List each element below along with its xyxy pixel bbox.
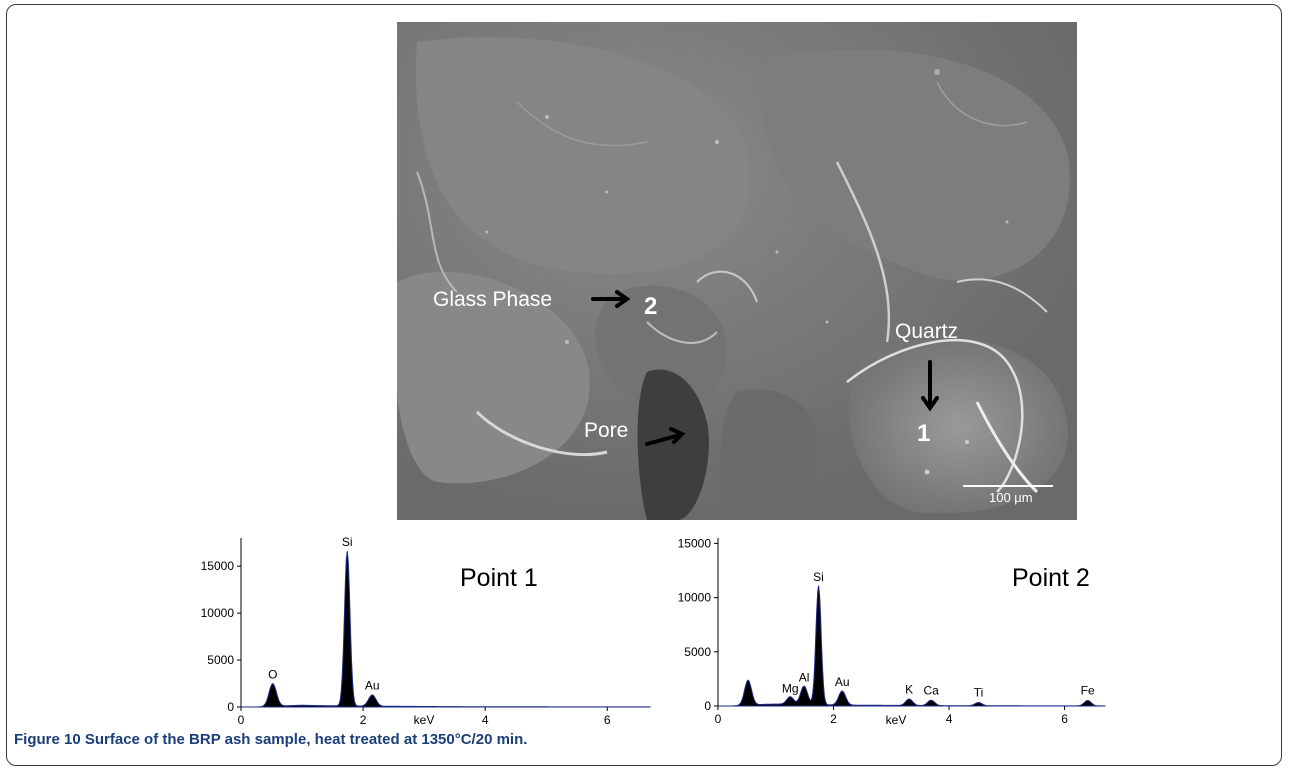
y-tick-label: 0 <box>227 700 234 714</box>
spectrum-curve <box>718 585 1106 707</box>
spectrum-curve <box>241 551 651 708</box>
y-tick-label: 5000 <box>684 645 711 659</box>
x-axis-label: keV <box>886 713 907 727</box>
eds-spectrum-point-1: 0 5000 10000 15000 0 2 4 6 O Si Au Point 1 keV <box>201 535 651 727</box>
point-1-marker: 1 <box>917 420 931 447</box>
x-tick-label: 4 <box>482 713 489 727</box>
figure-label: Figure 10 <box>14 731 81 748</box>
peak-label-ca: Ca <box>923 684 939 698</box>
figure-caption: Figure 10 Surface of the BRP ash sample,… <box>14 731 527 748</box>
x-tick-label: 2 <box>830 712 837 726</box>
annotation-arrows <box>591 290 939 446</box>
y-tick-label: 10000 <box>678 591 712 605</box>
y-tick-label: 10000 <box>201 606 235 620</box>
x-tick-label: 6 <box>604 713 611 727</box>
y-tick-label: 15000 <box>678 536 712 550</box>
peak-label-ti: Ti <box>974 686 984 700</box>
peak-label-al: Al <box>799 671 810 685</box>
peak-label-au: Au <box>835 675 850 689</box>
scale-bar-label: 100 µm <box>989 490 1033 505</box>
point-2-marker: 2 <box>644 293 658 320</box>
peak-label-o: O <box>268 667 277 681</box>
y-tick-label: 5000 <box>207 653 234 667</box>
peak-label-mg: Mg <box>782 681 799 695</box>
peak-label-fe: Fe <box>1081 684 1095 698</box>
pore-label: Pore <box>584 419 629 442</box>
glass-phase-label: Glass Phase <box>433 288 553 311</box>
quartz-label: Quartz <box>895 320 959 343</box>
spectrum-title: Point 1 <box>460 564 538 592</box>
peak-label-k: K <box>905 682 913 696</box>
micrograph-texture <box>397 22 1077 520</box>
x-tick-label: 2 <box>360 713 367 727</box>
x-axis-label: keV <box>414 713 435 727</box>
peak-label-si: Si <box>813 570 824 584</box>
spectrum-title: Point 2 <box>1012 564 1090 592</box>
peak-label-si: Si <box>342 535 353 549</box>
y-tick-label: 15000 <box>201 559 235 573</box>
x-tick-label: 4 <box>946 712 953 726</box>
figure-caption-text: Surface of the BRP ash sample, heat trea… <box>84 731 528 748</box>
x-tick-label: 0 <box>238 713 245 727</box>
sem-micrograph: Glass Phase 2 Quartz 1 Pore 100 µm <box>397 22 1077 520</box>
x-tick-label: 0 <box>715 712 722 726</box>
x-tick-label: 6 <box>1061 712 1068 726</box>
y-tick-label: 0 <box>704 699 711 713</box>
figure-frame <box>6 4 1282 766</box>
peak-label-au: Au <box>365 679 380 693</box>
